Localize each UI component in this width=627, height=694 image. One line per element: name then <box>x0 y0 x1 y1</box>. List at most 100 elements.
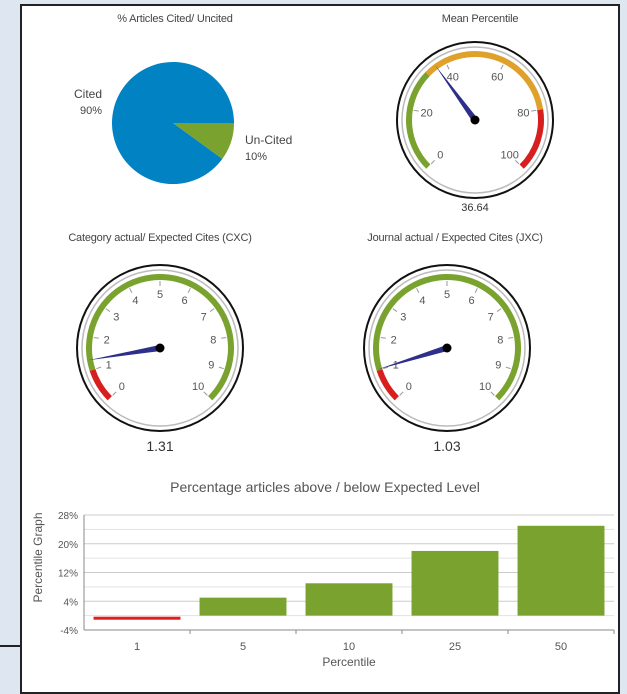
bar-xtick-label-1: 1 <box>134 641 140 653</box>
mean-percentile-title: Mean Percentile <box>441 13 519 25</box>
pie-chart: Cited 90% Un-Cited 10% <box>74 61 292 184</box>
mean-percentile-tick-20 <box>413 109 419 112</box>
jxc-tick-label-3: 3 <box>400 311 406 323</box>
bar-50 <box>517 525 605 616</box>
bar-25 <box>411 550 499 616</box>
cxc-tick-2 <box>93 337 99 339</box>
jxc-tick-label-5: 5 <box>444 289 450 301</box>
jxc-tick-10 <box>490 391 495 396</box>
jxc-tick-6 <box>474 288 478 293</box>
bar-ytick-label-2: 12% <box>58 569 78 580</box>
jxc-tick-7 <box>496 308 502 312</box>
bar-xtick-label-5: 5 <box>240 641 246 653</box>
jxc-band-0 <box>376 368 399 401</box>
cxc-tick-7 <box>209 308 215 312</box>
jxc-tick-label-10: 10 <box>479 381 491 393</box>
cxc-tick-1 <box>96 366 102 370</box>
cxc-tick-label-4: 4 <box>132 295 138 307</box>
jxc-band-1 <box>373 274 521 401</box>
mean-percentile-tick-100 <box>514 159 520 165</box>
jxc-tick-4 <box>416 288 420 293</box>
left-strip <box>0 0 20 680</box>
bar-ytick-label-0: -4% <box>60 626 78 637</box>
pie-slice-cited <box>111 61 234 184</box>
jxc-tick-label-2: 2 <box>391 335 397 347</box>
bar-ytick-label-4: 28% <box>58 511 78 522</box>
mean-percentile-tick-60 <box>500 64 504 70</box>
cxc-tick-label-10: 10 <box>192 381 204 393</box>
pie-label-cited: Cited <box>74 87 102 101</box>
mean-percentile-band-2 <box>519 109 544 169</box>
cxc-band-1 <box>86 274 234 401</box>
mean-percentile-tick-label-80: 80 <box>517 107 529 119</box>
cxc-needle <box>88 345 161 361</box>
bar-ytick-label-1: 4% <box>64 597 79 608</box>
pie-pct-uncited: 10% <box>245 151 267 163</box>
cxc-value: 1.31 <box>146 438 174 454</box>
jxc-tick-label-0: 0 <box>406 381 412 393</box>
cxc-tick-label-0: 0 <box>119 381 125 393</box>
cxc-tick-0 <box>112 391 117 396</box>
cxc-tick-label-3: 3 <box>113 311 119 323</box>
cxc-tick-label-8: 8 <box>210 335 216 347</box>
cxc-tick-label-2: 2 <box>104 335 110 347</box>
cxc-band-0 <box>89 368 112 401</box>
mean-percentile-tick-40 <box>446 64 450 70</box>
pie-pct-cited: 90% <box>80 105 102 117</box>
jxc-tick-8 <box>508 337 514 339</box>
mean-percentile-needle <box>434 65 478 122</box>
jxc-tick-label-6: 6 <box>468 295 474 307</box>
bar-xlabel: Percentile <box>322 655 376 669</box>
right-strip <box>620 0 627 680</box>
cxc-tick-10 <box>203 391 208 396</box>
cxc-needle-hub <box>155 343 165 353</box>
bar-xtick-label-25: 25 <box>449 641 461 653</box>
mean-percentile-tick-label-60: 60 <box>491 71 503 83</box>
jxc-tick-label-7: 7 <box>488 311 494 323</box>
jxc-tick-label-8: 8 <box>497 335 503 347</box>
cxc-tick-label-7: 7 <box>201 311 207 323</box>
mean-percentile-tick-80 <box>531 109 537 112</box>
bar-5 <box>199 597 287 616</box>
cxc-tick-6 <box>187 288 191 293</box>
jxc-title: Journal actual / Expected Cites (JXC) <box>367 232 543 244</box>
mean-percentile-tick-label-20: 20 <box>420 107 432 119</box>
jxc-tick-9 <box>505 366 511 370</box>
pie-label-uncited: Un-Cited <box>245 133 292 147</box>
bar-1 <box>93 616 181 620</box>
jxc-tick-label-9: 9 <box>495 360 501 372</box>
cxc-tick-label-6: 6 <box>181 295 187 307</box>
mean-percentile-value: 36.64 <box>461 202 489 214</box>
jxc-tick-1 <box>383 366 389 370</box>
cxc-tick-label-9: 9 <box>208 360 214 372</box>
bar-ylabel: Percentile Graph <box>31 512 45 602</box>
mean-percentile-tick-label-0: 0 <box>437 150 443 162</box>
cxc-title: Category actual/ Expected Cites (CXC) <box>68 232 252 244</box>
left-divider <box>0 645 20 647</box>
jxc-value: 1.03 <box>433 438 461 454</box>
cxc-tick-3 <box>105 308 111 312</box>
bar-ytick-label-3: 20% <box>58 540 78 551</box>
cxc-tick-4 <box>129 288 133 293</box>
mean-percentile-band-0 <box>406 71 431 169</box>
mean-percentile-band-1 <box>425 51 544 111</box>
jxc-needle <box>377 345 448 370</box>
bar-chart: -4% 4% 12% 20% 28% 1 5 10 25 50 Percentile Percenti… <box>31 511 615 669</box>
jxc-tick-0 <box>399 391 404 396</box>
jxc-needle-hub <box>442 343 452 353</box>
jxc-tick-2 <box>380 337 386 339</box>
pie-title: % Articles Cited/ Uncited <box>117 13 233 25</box>
jxc-tick-label-4: 4 <box>419 295 425 307</box>
cxc-tick-label-1: 1 <box>106 360 112 372</box>
mean-percentile-tick-label-100: 100 <box>500 150 518 162</box>
bar-xtick-label-10: 10 <box>343 641 355 653</box>
bar-10 <box>305 583 393 616</box>
bar-chart-title: Percentage articles above / below Expect… <box>170 479 480 495</box>
mean-percentile-tick-label-40: 40 <box>447 71 459 83</box>
cxc-tick-9 <box>218 366 224 370</box>
bar-xtick-label-50: 50 <box>555 641 567 653</box>
jxc-tick-label-1: 1 <box>393 360 399 372</box>
mean-percentile-tick-0 <box>430 159 436 165</box>
